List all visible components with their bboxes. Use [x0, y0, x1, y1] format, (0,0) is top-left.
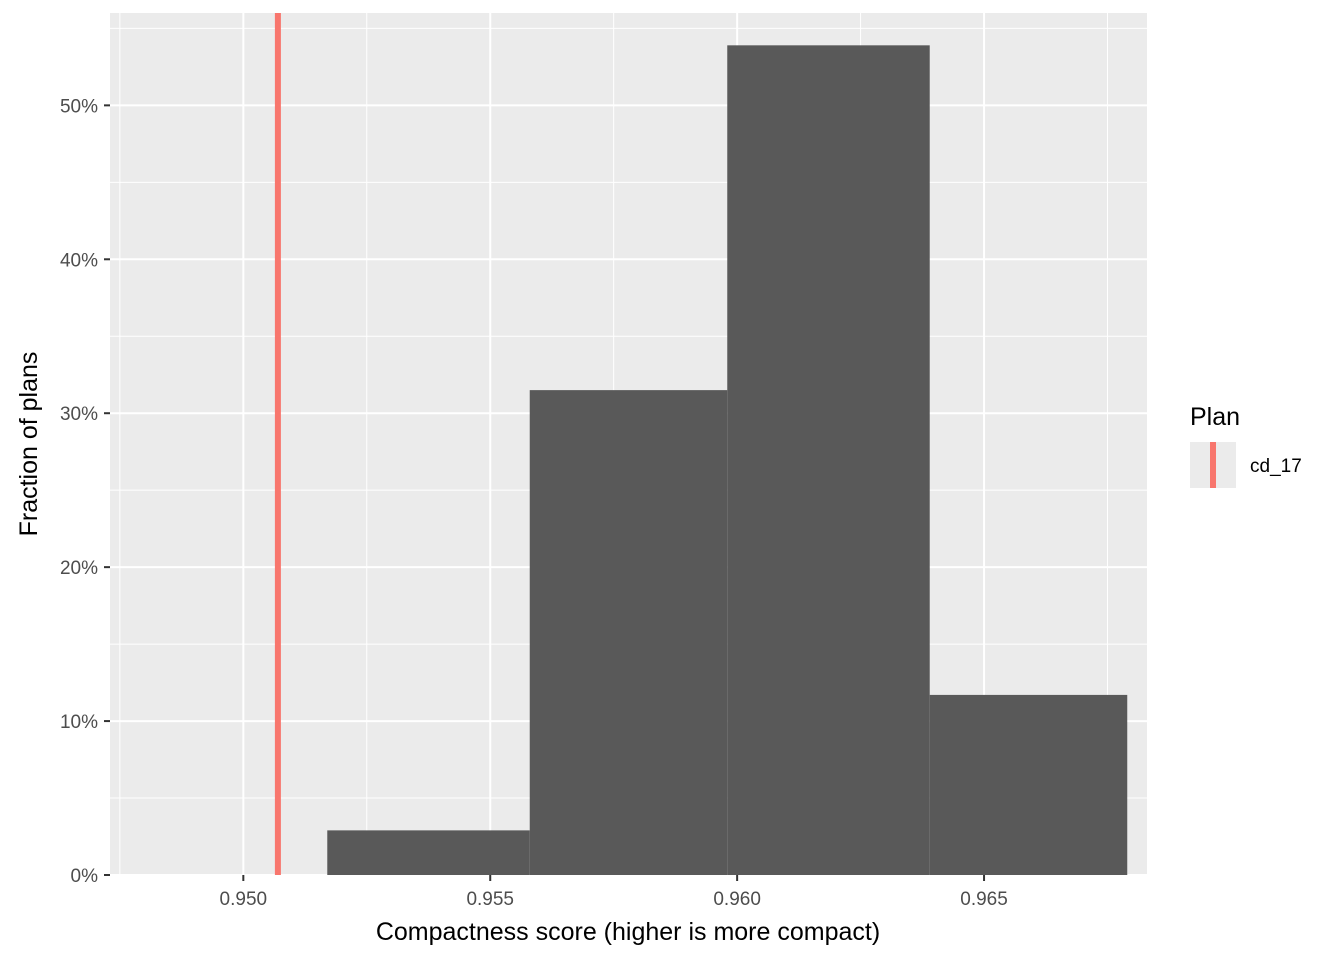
y-axis-ticks: 0% 10% 20% 30% 40% 50%: [60, 96, 110, 887]
y-tick-label: 40%: [60, 250, 98, 271]
y-tick-label: 50%: [60, 96, 98, 117]
histogram-bar-3: [727, 45, 930, 875]
x-axis-title: Compactness score (higher is more compac…: [376, 918, 880, 946]
y-tick-label: 0%: [71, 866, 99, 887]
y-tick-label: 30%: [60, 404, 98, 425]
legend-title: Plan: [1190, 403, 1240, 431]
legend-label-cd-17: cd_17: [1250, 456, 1302, 477]
y-axis-title: Fraction of plans: [15, 352, 43, 537]
x-tick-label: 0.950: [220, 889, 268, 910]
histogram-bars: [327, 45, 1128, 875]
histogram-bar-4: [929, 694, 1128, 875]
x-tick-label: 0.965: [960, 889, 1008, 910]
x-tick-label: 0.960: [713, 889, 761, 910]
y-tick-label: 20%: [60, 558, 98, 579]
x-tick-label: 0.955: [466, 889, 514, 910]
x-axis-ticks: 0.950 0.955 0.960 0.965: [220, 875, 1008, 910]
y-tick-label: 10%: [60, 712, 98, 733]
legend: Plan cd_17: [1190, 403, 1302, 488]
histogram-bar-2: [529, 390, 728, 875]
histogram-bar-1: [327, 830, 530, 875]
